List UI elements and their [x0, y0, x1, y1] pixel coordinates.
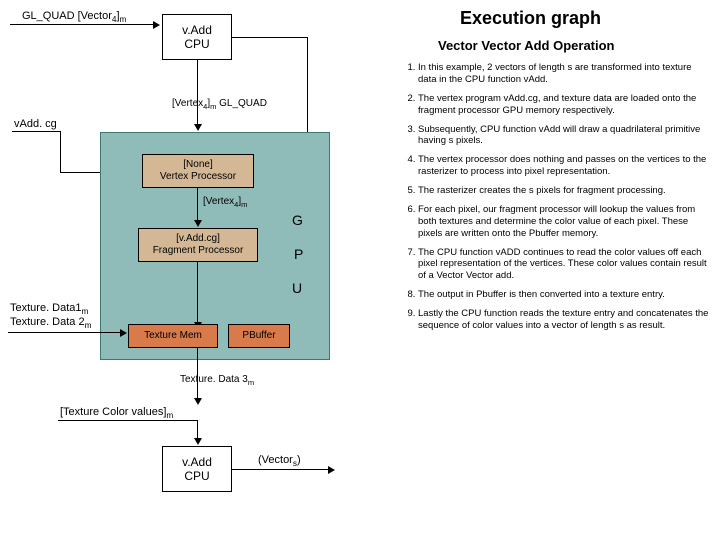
arrow	[12, 131, 60, 132]
step-item: Subsequently, CPU function vAdd will dra…	[418, 124, 710, 148]
step-item: The output in Pbuffer is then converted …	[418, 289, 710, 301]
arrow	[232, 37, 307, 38]
arrow-head	[194, 124, 202, 131]
step-item: For each pixel, our fragment processor w…	[418, 204, 710, 240]
arrow-head	[194, 398, 202, 405]
arrow-head	[194, 438, 202, 445]
gpu-p: P	[294, 246, 303, 263]
vadd-cpu-bottom: v.Add CPU	[162, 446, 232, 492]
tex-data2-label: Texture. Data 2m	[10, 316, 91, 331]
page-subtitle: Vector Vector Add Operation	[438, 38, 615, 54]
step-item: The vertex program vAdd.cg, and texture …	[418, 93, 710, 117]
step-item: In this example, 2 vectors of length s a…	[418, 62, 710, 86]
arrow-head	[194, 220, 202, 227]
tex-data3-label: Texture. Data 3m	[180, 374, 254, 387]
vertex-gl-label: [Vertex4]m GL_QUAD	[172, 98, 267, 111]
arrow-head	[153, 21, 160, 29]
page-title: Execution graph	[460, 8, 601, 30]
vertex-out-label: [Vertex4]m	[203, 196, 247, 209]
arrow	[58, 420, 197, 421]
arrow-head	[120, 329, 127, 337]
gpu-g: G	[292, 212, 303, 229]
arrow	[8, 332, 122, 333]
input-label: GL_QUAD [Vector4]m	[22, 10, 126, 25]
step-item: The rasterizer creates the s pixels for …	[418, 185, 710, 197]
vadd-cg-label: vAdd. cg	[14, 118, 57, 131]
step-item: Lastly the CPU function reads the textur…	[418, 308, 710, 332]
arrow	[232, 469, 330, 470]
vertex-processor: [None] Vertex Processor	[142, 154, 254, 188]
arrow	[10, 24, 155, 25]
arrow	[197, 188, 198, 222]
texture-mem: Texture Mem	[128, 324, 218, 348]
steps-list: In this example, 2 vectors of length s a…	[400, 62, 710, 339]
arrow	[197, 262, 198, 324]
gpu-u: U	[292, 280, 302, 297]
tex-data1-label: Texture. Data1m	[10, 302, 88, 317]
fragment-processor: [v.Add.cg] Fragment Processor	[138, 228, 258, 262]
vectors-label: (Vectors)	[258, 454, 301, 469]
arrow-head	[328, 466, 335, 474]
pbuffer: PBuffer	[228, 324, 290, 348]
arrow	[60, 131, 61, 173]
arrow	[197, 60, 198, 126]
arrow	[197, 420, 198, 440]
step-item: The vertex processor does nothing and pa…	[418, 154, 710, 178]
step-item: The CPU function vADD continues to read …	[418, 247, 710, 283]
tex-color-label: [Texture Color values]m	[60, 406, 173, 421]
vadd-cpu-top: v.Add CPU	[162, 14, 232, 60]
